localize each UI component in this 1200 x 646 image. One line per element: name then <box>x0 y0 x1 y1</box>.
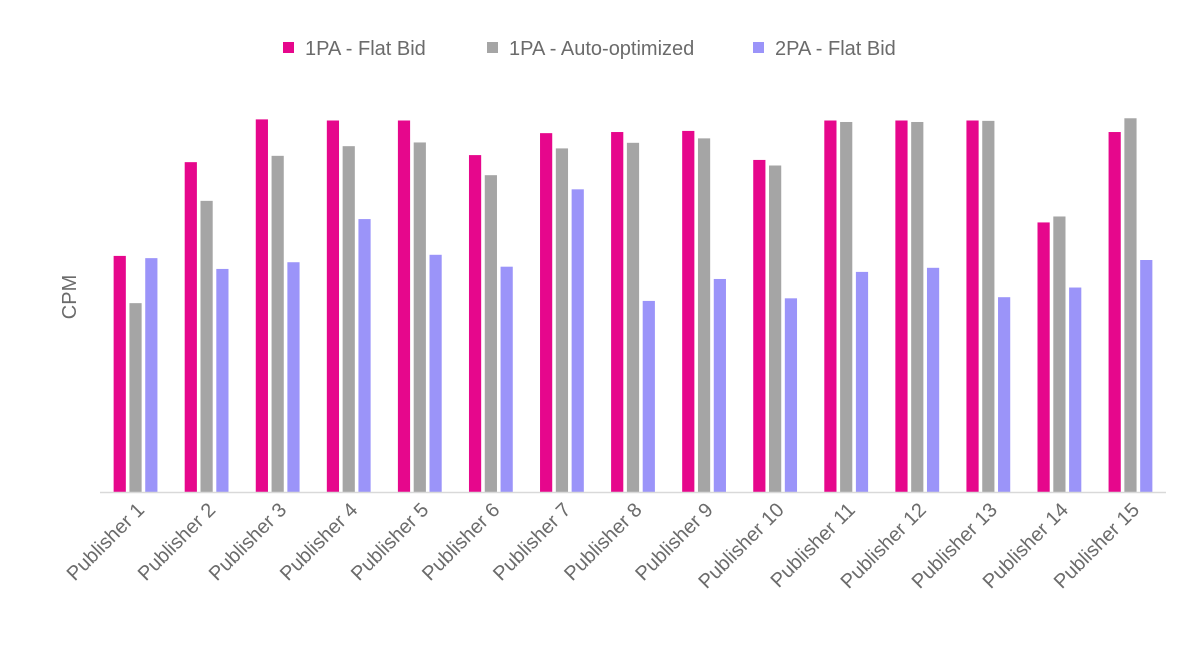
bar-series-2-2 <box>200 200 213 493</box>
bar-series-3-8 <box>642 300 655 493</box>
bar-series-2-12 <box>911 121 924 493</box>
bar-series-1-11 <box>824 120 837 493</box>
bar-series-2-14 <box>1053 216 1066 493</box>
bar-series-2-13 <box>982 120 995 493</box>
bar-series-1-1 <box>113 255 126 493</box>
legend: 1PA - Flat Bid 1PA - Auto-optimized 2PA - … <box>283 38 896 60</box>
bar-series-1-2 <box>184 162 197 493</box>
bar-series-1-14 <box>1037 222 1050 493</box>
bar-series-3-3 <box>287 262 300 493</box>
bar-series-2-3 <box>271 155 284 493</box>
bar-series-3-10 <box>784 298 798 493</box>
bar-series-2-6 <box>484 175 497 493</box>
bar-series-3-4 <box>358 219 371 493</box>
bar-series-1-6 <box>468 155 482 493</box>
bar-series-3-11 <box>855 271 869 493</box>
legend-label-1: 1PA - Flat Bid <box>305 38 426 60</box>
bar-series-1-13 <box>966 120 979 493</box>
bar-series-3-9 <box>713 278 726 493</box>
bar-series-3-14 <box>1069 287 1082 493</box>
bar-series-1-8 <box>611 132 624 493</box>
bar-series-2-9 <box>697 138 711 493</box>
y-axis-label: CPM <box>59 275 81 319</box>
bar-series-2-5 <box>413 142 426 493</box>
bar-series-3-15 <box>1140 260 1153 493</box>
bar-series-3-5 <box>429 254 442 493</box>
bar-series-3-13 <box>998 297 1011 493</box>
bar-series-3-7 <box>571 189 584 493</box>
bar-series-1-10 <box>753 159 766 493</box>
bar-series-1-9 <box>682 130 695 493</box>
bar-series-1-15 <box>1108 132 1121 493</box>
bar-series-2-10 <box>769 165 782 493</box>
bar-series-3-1 <box>145 258 158 493</box>
bar-series-1-12 <box>895 120 908 493</box>
bar-series-3-2 <box>216 268 229 493</box>
bar-series-1-3 <box>255 119 268 493</box>
bar-series-1-4 <box>326 120 340 493</box>
legend-label-3: 2PA - Flat Bid <box>775 38 896 60</box>
legend-swatch-3 <box>753 42 764 53</box>
legend-label-2: 1PA - Auto-optimized <box>509 38 694 60</box>
legend-swatch-2 <box>487 42 498 53</box>
bar-series-2-1 <box>129 303 142 493</box>
bar-series-2-15 <box>1124 118 1137 493</box>
bar-series-2-11 <box>840 121 853 493</box>
bar-series-1-7 <box>540 133 553 493</box>
legend-swatch-1 <box>283 42 294 53</box>
bar-series-3-6 <box>500 266 513 493</box>
bar-series-2-4 <box>342 146 355 493</box>
bar-series-3-12 <box>926 267 940 493</box>
bar-series-1-5 <box>397 120 411 493</box>
bar-series-2-8 <box>626 142 640 493</box>
bar-series-2-7 <box>555 148 569 493</box>
